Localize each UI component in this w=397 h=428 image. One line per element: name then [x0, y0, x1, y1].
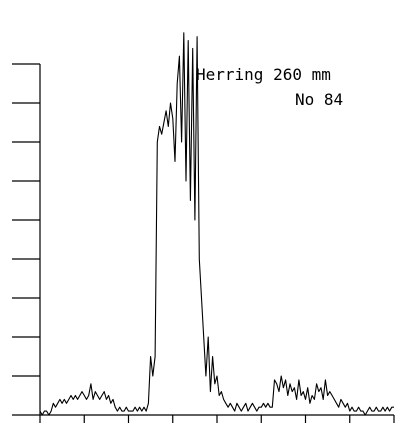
- plot-area: [39, 32, 394, 416]
- series-line-0: [39, 32, 394, 416]
- annotation-number: No 84: [295, 90, 343, 109]
- axes: [12, 63, 395, 423]
- annotation-title: Herring 260 mm: [196, 65, 331, 84]
